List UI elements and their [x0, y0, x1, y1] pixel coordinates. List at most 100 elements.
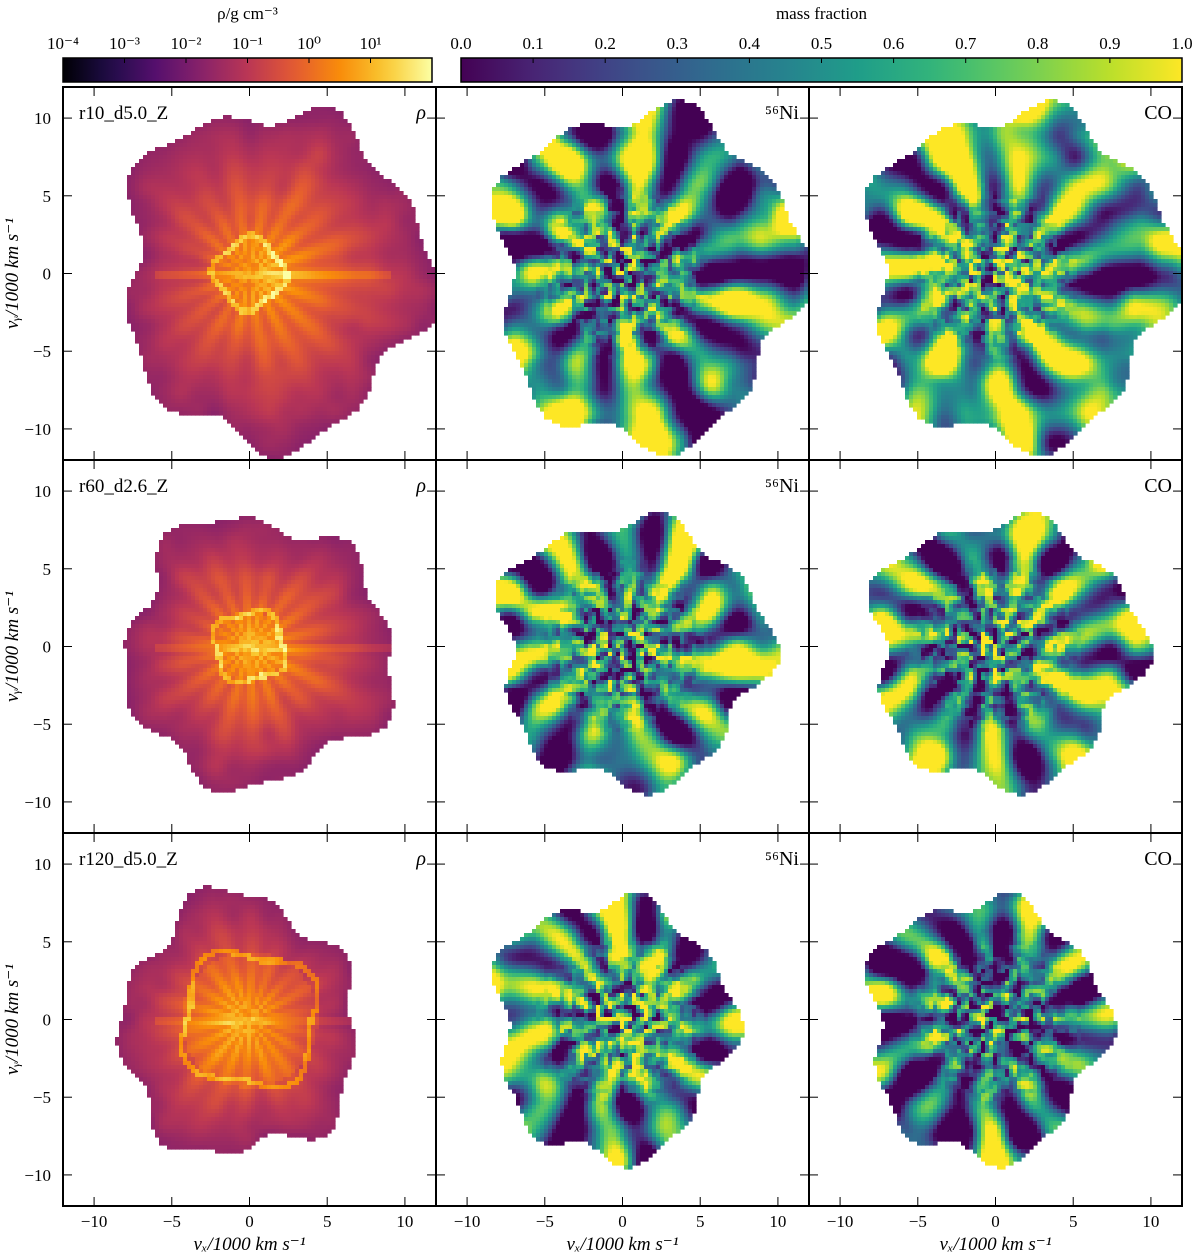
- panel-ticks: [809, 460, 1182, 833]
- panel-ticks: [436, 460, 809, 833]
- y-tick-label: 0: [43, 1011, 52, 1030]
- quantity-label: ρ: [415, 848, 426, 870]
- panel-frame: [808, 832, 1183, 1207]
- heatmap-field: [123, 516, 396, 793]
- quantity-label: CO: [1144, 475, 1172, 497]
- heatmap-field: [496, 512, 781, 797]
- heatmap-field: [127, 107, 436, 460]
- y-tick-label: 0: [43, 638, 52, 657]
- heatmap-field: [492, 893, 745, 1170]
- y-tick-label: 5: [43, 933, 52, 952]
- colorbar-tick-label: 0.5: [811, 34, 832, 53]
- x-tick-label: 10: [769, 1212, 786, 1231]
- panel-ticks: [436, 87, 809, 460]
- colorbar-tick-label: 10⁻⁴: [47, 34, 79, 53]
- quantity-label: ⁵⁶Ni: [765, 848, 799, 870]
- x-axis-title: vₓ/1000 km s⁻¹: [940, 1234, 1052, 1255]
- colorbar-tick-label: 0.8: [1027, 34, 1048, 53]
- heatmap-field: [865, 893, 1118, 1170]
- colorbar-tick-label: 10⁻¹: [232, 34, 263, 53]
- y-tick-label: −5: [33, 715, 51, 734]
- colorbar-label: ρ/g cm⁻³: [217, 4, 278, 23]
- mass-fraction-colorbar: 0.0 0.1 0.2 0.3 0.4 0.5 0.6 0.7 0.8 0.9 1.0 mass fr…: [450, 4, 1193, 83]
- y-tick-label: 10: [34, 482, 51, 501]
- quantity-label: CO: [1144, 848, 1172, 870]
- panel-ticks: [809, 833, 1182, 1206]
- y-tick-label: −10: [24, 1166, 51, 1185]
- colorbar-tick-label: 10⁻²: [170, 34, 201, 53]
- colorbar-tick-label: 10⁻³: [109, 34, 140, 53]
- quantity-label: ρ: [415, 475, 426, 497]
- y-tick-label: −10: [24, 793, 51, 812]
- panel-co-row2: CO: [808, 459, 1183, 834]
- panel-ticks: [436, 833, 809, 1206]
- x-tick-label: 0: [245, 1212, 254, 1231]
- x-tick-label: −10: [81, 1212, 108, 1231]
- quantity-label: ρ: [415, 102, 426, 124]
- panel-ni56-row2: ⁵⁶Ni: [435, 459, 810, 834]
- colorbar-tick-label: 10⁰: [297, 34, 321, 53]
- quantity-label: ⁵⁶Ni: [765, 475, 799, 497]
- colorbar-tick-label: 1.0: [1171, 34, 1192, 53]
- x-tick-label: 5: [1069, 1212, 1078, 1231]
- y-tick-label: 5: [43, 187, 52, 206]
- panel-density-row1: ρ r10_d5.0_Z: [62, 86, 437, 461]
- quantity-label: CO: [1144, 102, 1172, 124]
- y-axis-title: vᵧ/1000 km s⁻¹: [2, 591, 23, 702]
- model-label: r60_d2.6_Z: [79, 476, 168, 497]
- colorbar-tick-label: 0.7: [955, 34, 977, 53]
- heatmap-field: [115, 885, 356, 1154]
- x-tick-label: −5: [909, 1212, 927, 1231]
- y-axis-title: vᵧ/1000 km s⁻¹: [2, 218, 23, 329]
- y-tick-label: 10: [34, 855, 51, 874]
- y-tick-label: 0: [43, 265, 52, 284]
- panel-ticks: [63, 87, 436, 460]
- panel-grid: ρ r10_d5.0_Z ⁵⁶Ni CO ρ r60_d2.6_Z ⁵⁶Ni CO ρ r120_…: [62, 86, 1183, 1207]
- axes-annotations: −10 −5 0 5 10 vᵧ/1000 km s⁻¹ −10 −5 0 5 10 vᵧ/1000 …: [2, 109, 1159, 1255]
- x-tick-label: 5: [696, 1212, 705, 1231]
- panel-density-row3: ρ r120_d5.0_Z: [62, 832, 437, 1207]
- x-axis-title: vₓ/1000 km s⁻¹: [194, 1234, 306, 1255]
- x-axis-title: vₓ/1000 km s⁻¹: [567, 1234, 679, 1255]
- colorbar-tick-label: 0.1: [522, 34, 543, 53]
- panel-ni56-row3: ⁵⁶Ni: [435, 832, 810, 1207]
- x-tick-label: 0: [618, 1212, 627, 1231]
- y-tick-label: −10: [24, 420, 51, 439]
- x-tick-label: 10: [1142, 1212, 1159, 1231]
- x-tick-label: 5: [323, 1212, 332, 1231]
- model-label: r10_d5.0_Z: [79, 103, 168, 124]
- y-tick-label: 10: [34, 109, 51, 128]
- density-colorbar: 10⁻⁴ 10⁻³ 10⁻² 10⁻¹ 10⁰ 10¹ ρ/g cm⁻³: [47, 4, 433, 83]
- colorbar-label: mass fraction: [776, 4, 868, 23]
- x-tick-label: −5: [536, 1212, 554, 1231]
- colorbar-tick-label: 0.6: [883, 34, 904, 53]
- colorbar-tick-label: 0.3: [667, 34, 688, 53]
- panel-ticks: [63, 460, 436, 833]
- colorbar-tick-label: 0.4: [739, 34, 761, 53]
- y-tick-label: −5: [33, 342, 51, 361]
- model-label: r120_d5.0_Z: [79, 849, 178, 870]
- heatmap-field: [869, 512, 1154, 797]
- y-tick-label: −5: [33, 1088, 51, 1107]
- panel-co-row3: CO: [808, 832, 1183, 1207]
- panel-co-row1: CO: [808, 86, 1183, 461]
- panel-ticks: [63, 833, 436, 1206]
- colorbar-tick-label: 0.0: [450, 34, 471, 53]
- y-axis-title: vᵧ/1000 km s⁻¹: [2, 964, 23, 1075]
- panel-density-row2: ρ r60_d2.6_Z: [62, 459, 437, 834]
- x-tick-label: −10: [454, 1212, 481, 1231]
- panel-ticks: [809, 87, 1182, 460]
- colorbar-tick-label: 0.9: [1099, 34, 1120, 53]
- colorbar-tick-label: 10¹: [359, 34, 381, 53]
- x-tick-label: 10: [396, 1212, 413, 1231]
- x-tick-label: 0: [991, 1212, 1000, 1231]
- quantity-label: ⁵⁶Ni: [765, 102, 799, 124]
- x-tick-label: −5: [163, 1212, 181, 1231]
- heatmap-field: [492, 99, 809, 456]
- colorbar-tick-label: 0.2: [595, 34, 616, 53]
- panel-ni56-row1: ⁵⁶Ni: [435, 86, 810, 461]
- x-tick-label: −10: [827, 1212, 854, 1231]
- heatmap-field: [865, 99, 1182, 456]
